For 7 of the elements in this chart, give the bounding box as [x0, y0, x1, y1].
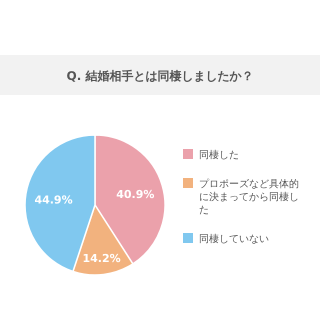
- data-label: 40.9%: [116, 188, 154, 202]
- data-label: 14.2%: [82, 252, 121, 266]
- legend-label: プロポーズなど具体的に決まってから同棲した: [199, 178, 299, 216]
- chart-title: Q. 結婚相手とは同棲しましたか？: [66, 69, 254, 83]
- data-label: 44.9%: [34, 193, 73, 206]
- legend-label: 同棲した: [199, 149, 239, 161]
- legend-label: 同棲していない: [199, 233, 269, 245]
